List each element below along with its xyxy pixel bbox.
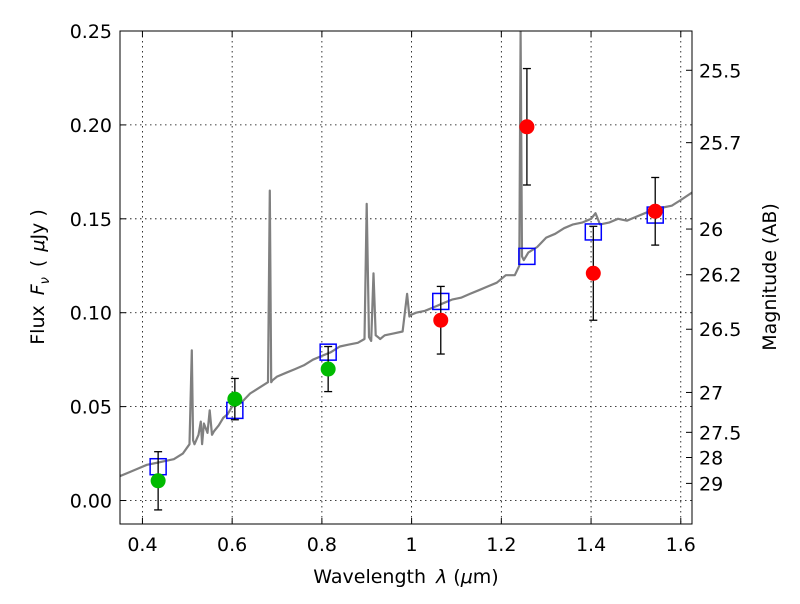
x-tick-label: 0.8 <box>307 534 337 556</box>
plot-area <box>120 31 692 511</box>
mag-tick-label: 29 <box>699 473 723 495</box>
y-axis-title-symbol: F <box>27 283 49 295</box>
y-tick-label: 0.20 <box>70 115 112 137</box>
x-tick-label: 1.6 <box>666 534 696 556</box>
x-tick-label: 1 <box>406 534 418 556</box>
mag-tick-label: 27 <box>699 382 723 404</box>
mag-tick-label: 26.5 <box>699 319 741 341</box>
grid <box>120 30 692 524</box>
y-tick-label: 0.00 <box>70 491 112 513</box>
y-tick-label: 0.05 <box>70 397 112 419</box>
plot-frame <box>119 30 693 525</box>
mag-tick-label: 26 <box>699 219 723 241</box>
model-flux-box <box>518 247 536 266</box>
model-spectrum-line <box>120 31 692 478</box>
observed-flux-point <box>519 119 535 135</box>
x-tick-label: 0.6 <box>217 534 247 556</box>
axis-ticks: 0.4 0.6 0.8 1 1.2 1.4 1.6 0.00 0.05 0.10 0.15 0.20 0… <box>70 21 742 556</box>
x-tick-label: 1.2 <box>486 534 516 556</box>
mag-tick-label: 25.7 <box>699 133 741 155</box>
x-axis-title-unit-rest: m) <box>473 566 499 588</box>
y-axis-title-unit-rest: Jy ) <box>27 209 49 240</box>
mag-tick-label: 25.5 <box>699 60 741 82</box>
observed-flux-point <box>150 473 166 489</box>
observed-flux-point <box>227 391 243 407</box>
y2-axis-title: Magnitude (AB) <box>759 203 781 351</box>
x-axis-title-unit-mu: μ <box>460 566 473 588</box>
x-axis-title-text: Wavelength <box>313 566 426 588</box>
x-axis-title: Wavelength λ (μm) <box>313 566 498 588</box>
observed-flux-point <box>433 312 449 328</box>
x-tick-label: 0.4 <box>127 534 157 556</box>
x-tick-label: 1.4 <box>576 534 606 556</box>
y-axis-title-subscript: ν <box>38 277 53 284</box>
observed-flux-point <box>647 203 663 219</box>
observed-flux-point <box>320 361 336 377</box>
mag-tick-label: 27.5 <box>699 422 741 444</box>
y-axis-title-unit-mu: μ <box>27 240 49 253</box>
mag-tick-label: 26.2 <box>699 265 741 287</box>
y-tick-label: 0.25 <box>70 21 112 43</box>
y-tick-label: 0.10 <box>70 303 112 325</box>
observed-flux-point <box>585 265 601 281</box>
y-tick-label: 0.15 <box>70 209 112 231</box>
y-axis-title-text: Flux <box>27 305 49 345</box>
y-axis-title-unit-open: ( <box>27 260 49 267</box>
x-axis-title-unit-open: ( <box>453 566 460 588</box>
x-axis-title-symbol: λ <box>435 566 447 588</box>
mag-tick-label: 28 <box>699 447 723 469</box>
y-axis-title: Flux Fν ( μJy ) <box>27 209 53 345</box>
